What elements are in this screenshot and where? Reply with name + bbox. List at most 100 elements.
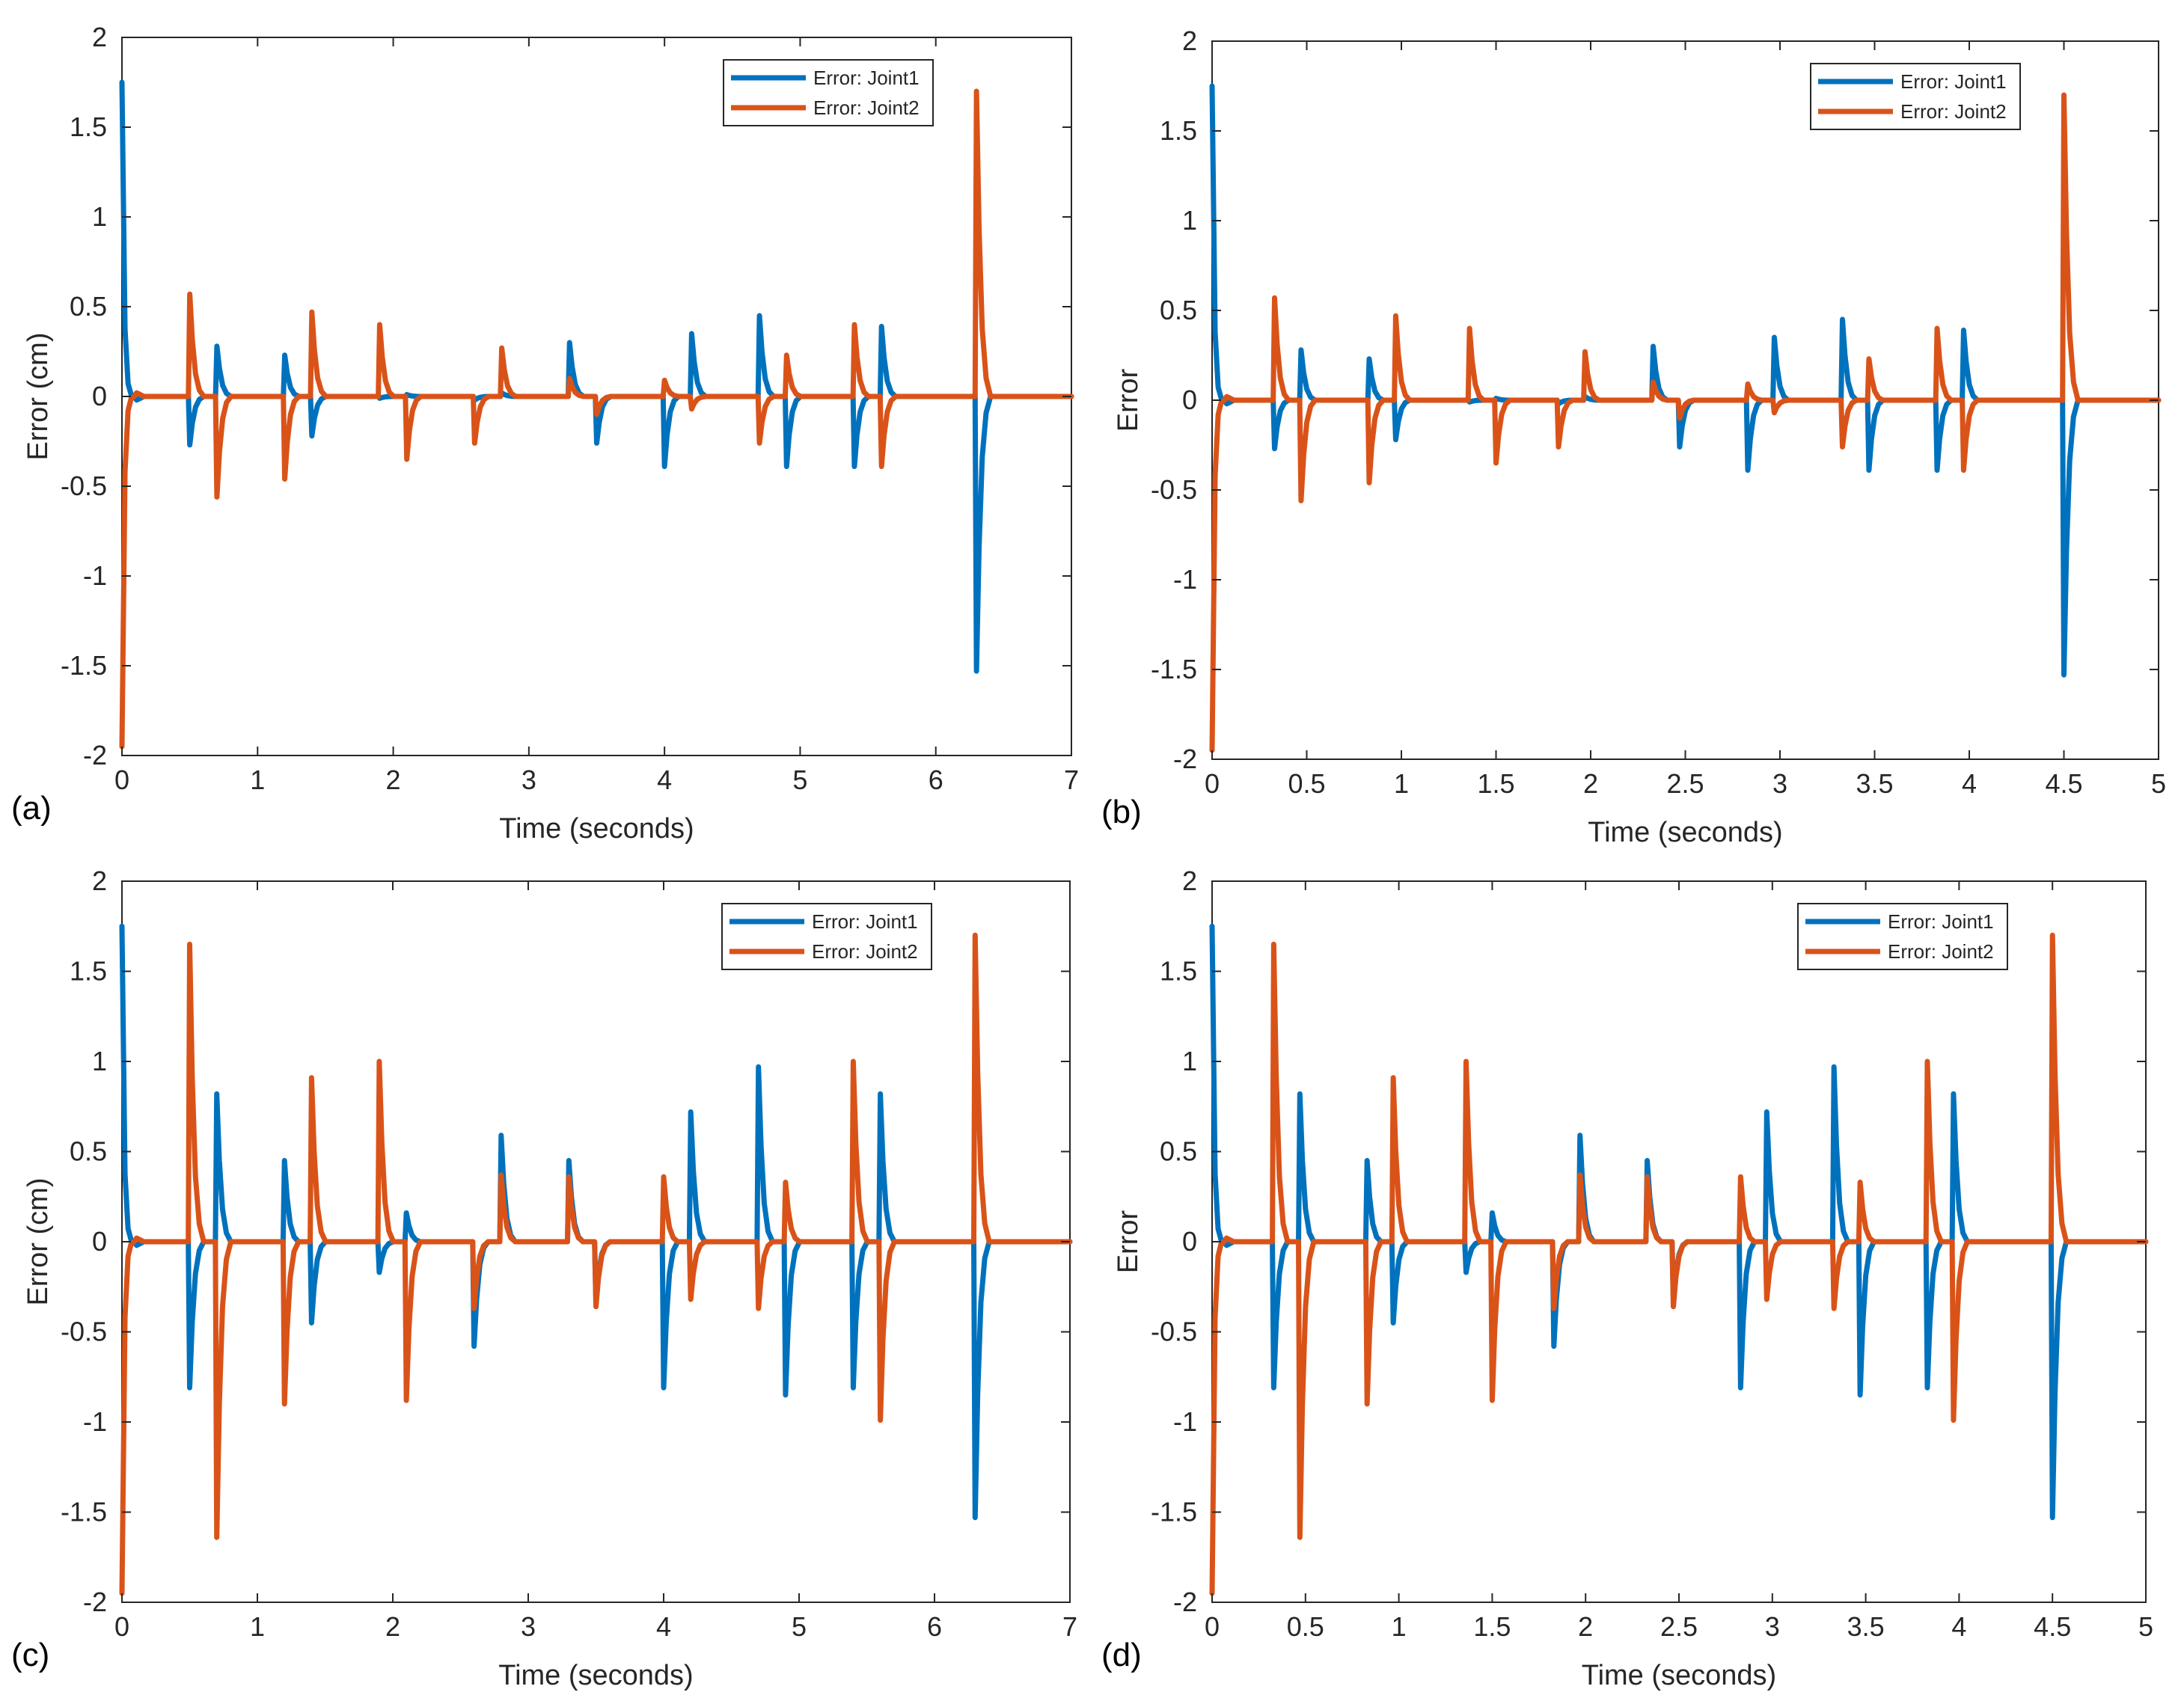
x-tick-label: 6 [929, 764, 943, 795]
y-tick-label: -0.5 [61, 1317, 107, 1347]
y-tick-label: -2 [83, 1587, 107, 1617]
x-tick-label: 0.5 [1288, 768, 1325, 799]
y-tick-label: -1 [1173, 1406, 1197, 1437]
chart-panel-d: 0 0.5 1 1.5 2 2.5 3 3.5 4 4.5 5 -2 -1.5 -1 -0.5 0 0.5 1 1.… [1101, 865, 2153, 1691]
y-tick-label: 1.5 [70, 956, 107, 987]
x-axis-title: Time (seconds) [499, 813, 694, 845]
y-tick-label: 0 [92, 1226, 107, 1257]
x-tick-label: 4 [1962, 768, 1977, 799]
x-tick-label: 3 [521, 1611, 536, 1642]
x-tick-label: 2 [385, 1611, 400, 1642]
y-tick-label: 1 [92, 1046, 107, 1076]
legend-box [721, 903, 932, 970]
chart-panel-b: 0 0.5 1 1.5 2 2.5 3 3.5 4 4.5 5 -2 -1.5 -1 -0.5 0 0.5 1 1.… [1101, 25, 2166, 848]
panel-label: (b) [1101, 794, 1142, 830]
y-tick-label: -1.5 [61, 1497, 107, 1527]
x-tick-label: 1.5 [1477, 768, 1514, 799]
x-tick-label: 0 [114, 764, 129, 795]
legend-label-joint2: Error: Joint2 [1888, 940, 1994, 963]
y-tick-label: 1.5 [70, 111, 107, 142]
x-tick-label: 2.5 [1666, 768, 1704, 799]
x-axis-title: Time (seconds) [1582, 1660, 1776, 1691]
y-tick-label: 0.5 [1160, 295, 1197, 325]
x-tick-label: 6 [927, 1611, 942, 1642]
y-tick-label: 2 [92, 865, 107, 896]
x-tick-label: 4 [1951, 1611, 1966, 1642]
y-tick-label: 0.5 [1160, 1136, 1197, 1167]
legend-label-joint1: Error: Joint1 [1888, 910, 1994, 933]
y-tick-label: 1 [1182, 205, 1197, 236]
x-tick-label: 5 [792, 764, 807, 795]
y-tick-label: 0 [1182, 1226, 1197, 1257]
y-tick-label: 0 [92, 381, 107, 411]
chart-panel-a: 0 1 2 3 4 5 6 7 -2 -1.5 -1 -0.5 0 0.5 1 1.5 2 Time (secon… [11, 22, 1079, 845]
series-line-joint2 [1209, 932, 2149, 1596]
x-tick-label: 2 [386, 764, 401, 795]
y-tick-label: -1 [83, 560, 107, 591]
x-tick-label: 3.5 [1847, 1611, 1885, 1642]
y-tick-label: -2 [1173, 1587, 1197, 1617]
y-tick-label: -0.5 [1151, 1317, 1197, 1347]
y-tick-label: 1 [1182, 1046, 1197, 1076]
x-tick-label: 3 [1765, 1611, 1780, 1642]
series-line-joint2 [119, 88, 1074, 750]
x-tick-label: 5 [792, 1611, 807, 1642]
x-tick-label: 0 [114, 1611, 129, 1642]
legend: Error: Joint1 Error: Joint2 [721, 903, 932, 970]
legend-label-joint1: Error: Joint1 [813, 67, 920, 89]
panel-label: (a) [11, 790, 52, 827]
y-tick-label: -1 [83, 1406, 107, 1437]
y-tick-label: -1.5 [61, 650, 107, 681]
x-tick-label: 1 [250, 1611, 265, 1642]
panel-label: (c) [11, 1637, 49, 1673]
x-tick-label: 7 [1064, 764, 1079, 795]
legend-label-joint1: Error: Joint1 [1900, 70, 2007, 93]
x-tick-label: 0 [1205, 1611, 1220, 1642]
legend-box [1810, 63, 2021, 130]
x-tick-label: 0.5 [1287, 1611, 1324, 1642]
legend-box [723, 59, 934, 126]
y-tick-label: 1.5 [1160, 956, 1197, 987]
x-tick-label: 1 [1394, 768, 1409, 799]
series-line-joint2 [119, 932, 1073, 1596]
y-tick-label: 2 [92, 22, 107, 52]
y-tick-label: -2 [1173, 744, 1197, 774]
x-tick-label: 7 [1062, 1611, 1077, 1642]
x-tick-label: 4 [656, 1611, 671, 1642]
legend-box [1797, 903, 2008, 970]
x-tick-label: 2 [1583, 768, 1598, 799]
y-axis-title: Error (cm) [22, 333, 54, 461]
x-tick-label: 5 [2138, 1611, 2153, 1642]
x-tick-label: 4.5 [2034, 1611, 2071, 1642]
x-tick-label: 0 [1205, 768, 1220, 799]
legend-label-joint1: Error: Joint1 [812, 910, 918, 933]
legend: Error: Joint1 Error: Joint2 [723, 59, 934, 126]
y-tick-label: 0.5 [70, 291, 107, 322]
legend-label-joint2: Error: Joint2 [812, 940, 918, 963]
y-tick-label: 1.5 [1160, 115, 1197, 146]
y-tick-label: 0.5 [70, 1136, 107, 1167]
y-tick-label: 0 [1182, 384, 1197, 415]
y-tick-label: -2 [83, 740, 107, 770]
legend-label-joint2: Error: Joint2 [1900, 100, 2007, 123]
x-tick-label: 1 [1392, 1611, 1407, 1642]
legend: Error: Joint1 Error: Joint2 [1797, 903, 2008, 970]
x-tick-label: 1 [250, 764, 265, 795]
x-tick-label: 1.5 [1473, 1611, 1511, 1642]
panel-label: (d) [1101, 1637, 1142, 1673]
y-tick-label: -1 [1173, 564, 1197, 595]
legend-label-joint2: Error: Joint2 [813, 96, 920, 119]
x-tick-label: 2.5 [1660, 1611, 1698, 1642]
y-tick-label: -1.5 [1151, 654, 1197, 684]
y-tick-label: 1 [92, 201, 107, 232]
chart-panel-c: 0 1 2 3 4 5 6 7 -2 -1.5 -1 -0.5 0 0.5 1 1.5 2 Time (secon… [11, 865, 1077, 1691]
x-tick-label: 3 [1772, 768, 1787, 799]
x-tick-label: 3.5 [1856, 768, 1893, 799]
legend: Error: Joint1 Error: Joint2 [1810, 63, 2021, 130]
x-tick-label: 4 [657, 764, 672, 795]
y-tick-label: -0.5 [61, 471, 107, 501]
y-axis-title: Error (cm) [22, 1178, 54, 1306]
series-line-joint2 [1209, 92, 2162, 753]
x-tick-label: 5 [2151, 768, 2166, 799]
y-tick-label: 2 [1182, 865, 1197, 896]
